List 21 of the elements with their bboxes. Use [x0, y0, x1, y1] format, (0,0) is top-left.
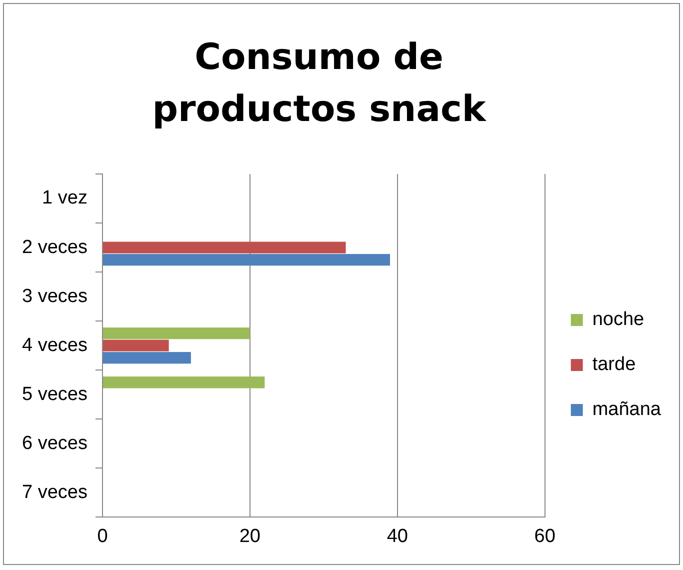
- y-tick-label: 5 veces: [22, 384, 88, 405]
- x-tick-label: 60: [534, 526, 556, 547]
- y-tick-label: 1 vez: [42, 188, 88, 209]
- y-tick-label: 4 veces: [22, 334, 88, 356]
- bar: [102, 254, 390, 266]
- chart-title: Consumo de productos snack: [151, 36, 488, 132]
- bar: [102, 242, 346, 254]
- y-tick-label: 7 veces: [22, 482, 88, 503]
- bar: [102, 352, 191, 364]
- bar: [102, 328, 250, 340]
- x-tick-label: 40: [386, 526, 408, 547]
- legend-label: mañana: [592, 399, 662, 420]
- y-tick-label: 6 veces: [22, 432, 88, 454]
- legend-label: noche: [592, 309, 644, 330]
- x-tick-label: 0: [97, 526, 108, 547]
- x-tick-label: 20: [239, 526, 261, 547]
- y-tick-label: 3 veces: [22, 286, 88, 307]
- y-tick-label: 2 veces: [22, 236, 88, 258]
- bar: [102, 340, 169, 352]
- legend-label: tarde: [592, 354, 636, 376]
- bar: [102, 376, 265, 388]
